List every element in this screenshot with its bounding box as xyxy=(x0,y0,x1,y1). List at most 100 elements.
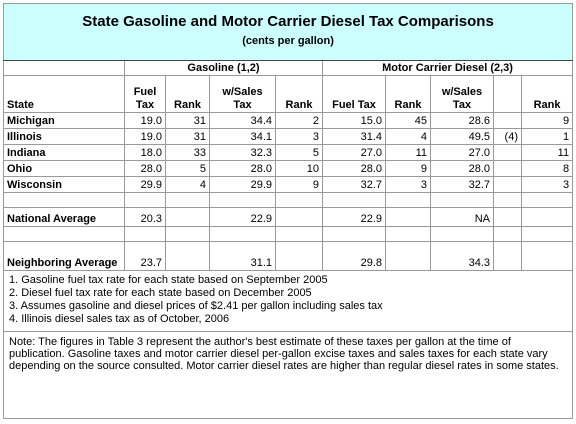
cell: 33 xyxy=(165,144,210,161)
cell xyxy=(385,207,431,227)
cell: (4) xyxy=(493,128,522,145)
cell xyxy=(165,226,210,242)
cell xyxy=(430,192,494,208)
cell: 22.9 xyxy=(209,207,276,227)
cell xyxy=(493,192,522,208)
cell: 49.5 xyxy=(430,128,494,145)
cell xyxy=(520,207,574,227)
notes-cell: 1. Gasoline fuel tax rate for each state… xyxy=(2,270,574,332)
cell: 4 xyxy=(165,176,210,193)
cell: 28.0 xyxy=(322,160,386,177)
cell: 31 xyxy=(165,112,210,129)
cell: 5 xyxy=(275,144,323,161)
average-label: Neighboring Average xyxy=(3,241,125,271)
cell: 18.0 xyxy=(124,144,166,161)
title-row: State Gasoline and Motor Carrier Diesel … xyxy=(2,3,574,61)
cell: 27.0 xyxy=(322,144,386,161)
cell: 3 xyxy=(385,176,431,193)
group-header: Gasoline (1,2) xyxy=(124,60,323,76)
group-header: Motor Carrier Diesel (2,3) xyxy=(321,60,574,76)
cell: Rank xyxy=(275,75,323,113)
title-cell: State Gasoline and Motor Carrier Diesel … xyxy=(2,3,574,61)
cell: 11 xyxy=(385,144,431,161)
note: 4. Illinois diesel sales tax as of Octob… xyxy=(9,313,230,325)
cell: 9 xyxy=(275,176,323,193)
spacer-row xyxy=(3,192,574,208)
note: 3. Assumes gasoline and diesel prices of… xyxy=(9,300,383,312)
cell: 22.9 xyxy=(322,207,386,227)
cell xyxy=(520,241,574,271)
cell: 31 xyxy=(165,128,210,145)
average-row: National Average 20.3 22.9 22.9 NA xyxy=(3,207,574,227)
cell: 9 xyxy=(520,112,574,129)
cell: Rank xyxy=(165,75,210,113)
cell xyxy=(322,226,386,242)
cell: 31.4 xyxy=(322,128,386,145)
paragraph-row: Note: The figures in Table 3 represent t… xyxy=(2,331,574,419)
notes-row: 1. Gasoline fuel tax rate for each state… xyxy=(2,270,574,332)
state-label: Illinois xyxy=(3,128,125,145)
table-body: State Gasoline and Motor Carrier Diesel … xyxy=(2,3,574,419)
state-row: Ohio 28.0 5 28.0 10 28.0 9 28.0 8 xyxy=(3,160,574,177)
cell xyxy=(322,192,386,208)
cell xyxy=(3,192,125,208)
cell: 2 xyxy=(275,112,323,129)
cell xyxy=(3,60,125,76)
cell: 3 xyxy=(275,128,323,145)
cell: 34.3 xyxy=(430,241,494,271)
note-paragraph: Note: The figures in Table 3 represent t… xyxy=(2,331,574,419)
state-row: Indiana 18.0 33 32.3 5 27.0 11 27.0 11 xyxy=(3,144,574,161)
cell: Fuel Tax xyxy=(322,75,386,113)
cell: 11 xyxy=(520,144,574,161)
cell xyxy=(520,192,574,208)
cell xyxy=(520,226,574,242)
cell: 28.0 xyxy=(209,160,276,177)
cell xyxy=(124,192,166,208)
cell: NA xyxy=(430,207,494,227)
cell: 28.0 xyxy=(430,160,494,177)
cell: Rank xyxy=(520,75,574,113)
cell: 28.6 xyxy=(430,112,494,129)
cell: 20.3 xyxy=(124,207,166,227)
cell xyxy=(385,241,431,271)
cell: 32.7 xyxy=(430,176,494,193)
cell: 29.9 xyxy=(124,176,166,193)
cell: 19.0 xyxy=(124,112,166,129)
group-row: Gasoline (1,2) Motor Carrier Diesel (2,3… xyxy=(3,60,574,76)
cell: 29.8 xyxy=(322,241,386,271)
state-row: Wisconsin 29.9 4 29.9 9 32.7 3 32.7 3 xyxy=(3,176,574,193)
cell xyxy=(275,192,323,208)
cell: 15.0 xyxy=(322,112,386,129)
average-label: National Average xyxy=(3,207,125,227)
cell: w/Sales Tax xyxy=(209,75,276,113)
cell: 19.0 xyxy=(124,128,166,145)
cell: 45 xyxy=(385,112,431,129)
cell: 34.1 xyxy=(209,128,276,145)
column-label: State xyxy=(3,75,125,113)
cell xyxy=(493,144,522,161)
note: 2. Diesel fuel tax rate for each state b… xyxy=(9,287,312,299)
cell: 29.9 xyxy=(209,176,276,193)
cell xyxy=(209,192,276,208)
cell: w/Sales Tax xyxy=(430,75,494,113)
title: State Gasoline and Motor Carrier Diesel … xyxy=(82,13,494,30)
cell: 31.1 xyxy=(209,241,276,271)
cell xyxy=(493,226,522,242)
cell xyxy=(430,226,494,242)
cell xyxy=(385,226,431,242)
cell: 4 xyxy=(385,128,431,145)
cell: 32.7 xyxy=(322,176,386,193)
state-label: Ohio xyxy=(3,160,125,177)
state-label: Indiana xyxy=(3,144,125,161)
note: 1. Gasoline fuel tax rate for each state… xyxy=(9,274,328,286)
cell xyxy=(124,226,166,242)
cell: 27.0 xyxy=(430,144,494,161)
cell xyxy=(275,207,323,227)
cell: 1 xyxy=(520,128,574,145)
cell xyxy=(385,192,431,208)
cell: 3 xyxy=(520,176,574,193)
cell xyxy=(275,226,323,242)
state-row: Illinois 19.0 31 34.1 3 31.4 4 49.5 (4) 1 xyxy=(3,128,574,145)
cell: 23.7 xyxy=(124,241,166,271)
cell: 34.4 xyxy=(209,112,276,129)
